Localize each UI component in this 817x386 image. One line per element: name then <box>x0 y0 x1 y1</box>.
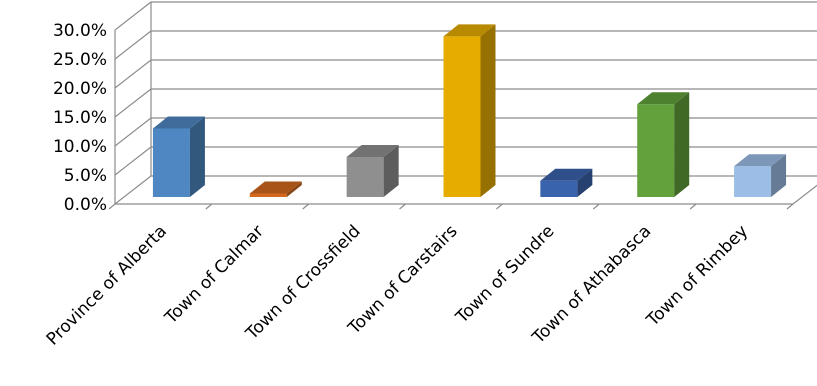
x-category-label: Town of Rimbey <box>642 221 752 331</box>
bar <box>443 24 496 198</box>
y-tick-label: 0.0% <box>64 195 107 215</box>
bar <box>346 144 399 197</box>
bar-front <box>734 166 772 197</box>
bar-side <box>771 154 787 197</box>
x-tick-mark <box>302 203 310 210</box>
bar-top <box>152 116 205 129</box>
bar-top <box>443 24 496 37</box>
bar-top <box>637 92 690 105</box>
y-tick-label: 10.0% <box>53 137 107 157</box>
bar <box>152 116 205 197</box>
floor-right-edge <box>792 184 817 205</box>
y-axis-tick-labels: 0.0% 5.0% 10.0% 15.0% 20.0% 25.0% 30.0% <box>53 21 107 215</box>
bar-side <box>383 144 399 197</box>
x-tick-mark <box>496 203 503 210</box>
x-category-label: Province of Alberta <box>43 221 171 349</box>
x-category-label: Town of Carstairs <box>344 221 462 339</box>
x-tick-mark <box>108 203 116 210</box>
bar-side <box>480 24 496 198</box>
bar-side <box>189 116 205 197</box>
chart-back-wall <box>108 1 817 210</box>
bar-top <box>346 144 399 157</box>
bar <box>540 168 593 197</box>
bar-front <box>637 104 675 197</box>
bar-side <box>674 92 690 197</box>
x-category-label: Town of Calmar <box>161 221 268 328</box>
bar-front <box>540 180 578 197</box>
bar-top <box>540 168 593 181</box>
x-tick-mark <box>205 203 213 210</box>
bar <box>249 181 302 197</box>
bar-series <box>152 24 787 198</box>
y-tick-label: 25.0% <box>53 50 107 70</box>
bar-front <box>443 36 481 198</box>
x-tick-mark <box>786 203 794 210</box>
y-tick-label: 20.0% <box>53 79 107 99</box>
bar-front <box>346 156 384 197</box>
x-category-label: Town of Sundre <box>452 221 559 328</box>
x-tick-mark <box>592 203 600 210</box>
bar-top <box>734 154 787 167</box>
bar <box>637 92 690 197</box>
x-tick-mark <box>689 203 697 210</box>
bar-side <box>286 181 302 197</box>
y-tick-label: 5.0% <box>64 166 107 186</box>
y-tick-label: 30.0% <box>53 21 107 41</box>
bar-top <box>249 181 302 194</box>
y-tick-label: 15.0% <box>53 108 107 128</box>
bar-side <box>577 168 593 197</box>
bar-front <box>152 128 190 197</box>
bar-front <box>249 193 287 197</box>
x-tick-mark <box>399 203 406 210</box>
bar <box>734 154 787 197</box>
